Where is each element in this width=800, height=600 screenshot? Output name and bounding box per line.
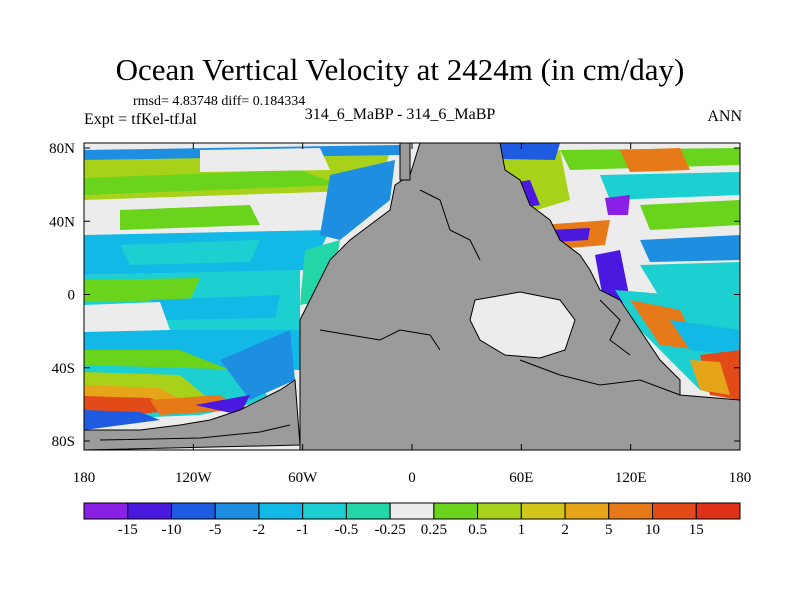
colorbar-swatch <box>345 502 391 520</box>
colorbar-label: -15 <box>118 522 138 538</box>
lat-tick-label: 80N <box>49 141 75 157</box>
colorbar-label: 2 <box>561 522 569 538</box>
lat-tick-label: 40N <box>49 214 75 230</box>
colorbar-swatch <box>608 502 654 520</box>
run-subtitle: 314_6_MaBP - 314_6_MaBP <box>304 106 496 123</box>
land-strait <box>399 143 411 181</box>
lon-tick-label: 60W <box>288 470 318 486</box>
lat-tick-label: 40S <box>52 361 75 377</box>
colorbar-swatch <box>127 502 172 520</box>
colorbar-label: -1 <box>296 522 309 538</box>
colorbar-swatch <box>520 502 566 520</box>
colorbar-label: 5 <box>605 522 613 538</box>
southern-land <box>84 379 301 450</box>
coastline-details <box>99 189 681 441</box>
colorbar-swatch <box>695 502 741 520</box>
colorbar-label: -0.25 <box>375 522 406 538</box>
lon-tick-label: 120E <box>615 470 647 486</box>
colorbar-label: -5 <box>209 522 222 538</box>
colorbar-label: -2 <box>253 522 266 538</box>
lon-tick-label: 120W <box>175 470 213 486</box>
colorbar-label: 1 <box>518 522 526 538</box>
colorbar-label: -0.5 <box>335 522 359 538</box>
map-plot-area <box>84 143 740 450</box>
western-ocean-field <box>84 145 400 430</box>
colorbar-swatch <box>389 502 435 520</box>
colorbar-swatch <box>258 502 304 520</box>
lon-tick-label: 180 <box>73 470 96 486</box>
map-title: Ocean Vertical Velocity at 2424m (in cm/… <box>115 52 685 87</box>
experiment-label: Expt = tfKel-tfJal <box>84 111 197 128</box>
colorbar-swatch <box>83 502 129 520</box>
latitude-axis: 80N 40N 0 40S 80S <box>49 141 740 450</box>
colorbar-label: 10 <box>645 522 660 538</box>
lat-tick-label: 0 <box>68 288 76 304</box>
colorbar-swatch <box>433 502 479 520</box>
lon-tick-label: 180 <box>729 470 752 486</box>
land-masses <box>84 143 740 450</box>
colorbar-label: 15 <box>689 522 704 538</box>
season-label: ANN <box>707 108 742 125</box>
colorbar-swatch <box>477 502 522 520</box>
lon-tick-label: 0 <box>408 470 416 486</box>
colorbar-swatch <box>302 502 347 520</box>
colorbar-swatch <box>170 502 216 520</box>
colorbar: -15 -10 -5 -2 -1 -0.5 -0.25 0.25 0.5 1 2 5 10 15 <box>83 502 741 538</box>
colorbar-label: 0.25 <box>421 522 447 538</box>
enclosed-basin <box>469 291 576 359</box>
longitude-axis: 180 120W 60W 0 60E 120E 180 <box>73 143 752 486</box>
colorbar-label: 0.5 <box>468 522 487 538</box>
lon-tick-label: 60E <box>509 470 533 486</box>
stats-text: rmsd= 4.83748 diff= 0.184334 <box>133 94 306 109</box>
colorbar-swatch <box>652 502 697 520</box>
lat-tick-label: 80S <box>52 434 75 450</box>
colorbar-swatch <box>214 502 260 520</box>
colorbar-swatch <box>564 502 610 520</box>
colorbar-label: -10 <box>161 522 181 538</box>
